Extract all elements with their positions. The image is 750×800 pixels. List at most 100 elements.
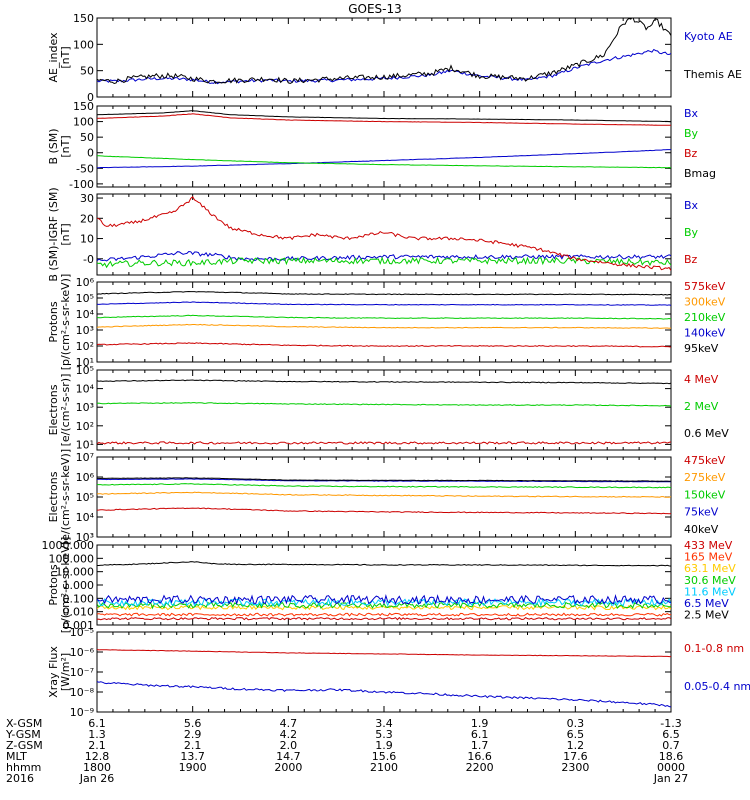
y-tick-label: 1.000 — [63, 579, 95, 592]
x-axis-value: 6.1 — [471, 728, 489, 741]
y-tick-label: 100.000 — [49, 552, 95, 565]
series-group — [97, 290, 671, 348]
series-line-ae-0 — [97, 48, 671, 85]
y-tick-label: 50 — [80, 131, 94, 144]
plot-title: GOES-13 — [348, 2, 402, 16]
y-tick-label: 50 — [80, 65, 94, 78]
legend-entry: 30.6 MeV — [684, 574, 736, 587]
series-line-xray-0 — [97, 649, 671, 658]
x-axis-value: 15.6 — [372, 750, 397, 763]
y-axis-label: Electrons[e/(cm²-s-sr)] — [47, 374, 72, 447]
x-axis-value: 1.3 — [88, 728, 106, 741]
legend-entry: 40keV — [684, 523, 719, 536]
x-axis-value: 17.6 — [563, 750, 588, 763]
series-line-protons1-2 — [97, 314, 671, 320]
x-axis-row-label: Z-GSM — [6, 739, 43, 752]
legend-entry: 433 MeV — [684, 539, 733, 552]
x-axis-value: -1.3 — [660, 717, 681, 730]
panel-bsm: -100 -50 0 50 100 150 B (SM)[nT] Bx By Bz Bmag — [47, 100, 716, 191]
y-tick-label: 10³ — [76, 324, 94, 337]
x-axis-value: 2100 — [370, 761, 398, 774]
legend-entry: 6.5 MeV — [684, 597, 729, 610]
y-axis-label: B (SM)[nT] — [47, 128, 72, 164]
legend-entry: Themis AE — [683, 68, 742, 81]
x-axis-row-label: MLT — [6, 750, 27, 763]
x-axis-value: 1900 — [179, 761, 207, 774]
y-tick-label: 10⁵ — [76, 364, 94, 377]
y-axis-label: Protons[p/(cm²-s-sr-keV)] — [47, 537, 72, 634]
x-axis-value: 4.7 — [280, 717, 298, 730]
series-line-electrons2-4 — [97, 477, 671, 482]
legend-entry: Bx — [684, 107, 699, 120]
legend-entry: Bz — [684, 253, 698, 266]
y-tick-label: 10⁴ — [76, 383, 95, 396]
y-tick-label: 10⁵ — [76, 292, 94, 305]
series-line-electrons2-0 — [97, 507, 671, 515]
series-line-protons1-0 — [97, 342, 671, 348]
y-axis-label: AE_index[nT] — [47, 32, 72, 83]
legend-entry: 165 MeV — [684, 551, 733, 564]
legend-entry: 300keV — [684, 296, 726, 309]
y-tick-label: 0 — [87, 147, 94, 160]
x-axis-value: Jan 26 — [79, 772, 114, 785]
legend-entry: By — [684, 127, 699, 140]
x-axis-value: 3.4 — [375, 717, 393, 730]
x-axis-value: 6.1 — [88, 717, 106, 730]
y-tick-label: 10³ — [76, 401, 94, 414]
panel-xray: 10⁻⁹ 10⁻⁸ 10⁻⁷ 10⁻⁶ 10⁻⁵ Xray Flux[W/m²] 0.1-0… — [47, 626, 750, 719]
panel-electrons2: 10³ 10⁴ 10⁵ 10⁶ 10⁷ Electrons[e/(cm²-s-sr-keV… — [47, 449, 726, 545]
series-line-protons2-4 — [97, 597, 671, 608]
x-axis-value: 5.3 — [375, 728, 393, 741]
x-axis-value: 0.3 — [567, 717, 585, 730]
series-line-bsm-0 — [97, 149, 671, 169]
y-tick-label: 10⁻⁷ — [70, 666, 94, 679]
series-group — [97, 561, 671, 621]
x-axis-value: 18.6 — [659, 750, 684, 763]
series-group — [97, 18, 671, 85]
x-axis-value: 2.1 — [184, 739, 202, 752]
x-axis-row-label: 2016 — [6, 772, 34, 785]
panel-frame — [96, 17, 672, 98]
y-tick-label: 10⁷ — [76, 451, 94, 464]
y-tick-label: 10⁵ — [76, 491, 94, 504]
legend-entry: Bz — [684, 147, 698, 160]
y-tick-label: 1000.000 — [42, 539, 95, 552]
y-tick-label: 10 — [80, 233, 94, 246]
legend-entry: 275keV — [684, 471, 726, 484]
series-line-bigrf-0 — [97, 250, 671, 262]
x-axis-value: 1.9 — [471, 717, 489, 730]
y-tick-label: 10⁴ — [76, 511, 95, 524]
series-group — [97, 477, 671, 515]
series-group — [97, 110, 671, 169]
y-tick-label: 0.001 — [63, 619, 95, 632]
y-tick-label: 100 — [73, 116, 94, 129]
panel-protons2: 0.0010.0100.1001.00010.000100.0001000.00… — [42, 537, 737, 634]
y-tick-label: 10⁻⁸ — [70, 686, 95, 699]
legend-entry: 95keV — [684, 342, 719, 355]
series-line-electrons2-3 — [97, 478, 671, 483]
series-line-protons1-3 — [97, 301, 671, 306]
series-line-electrons2-1 — [97, 491, 671, 498]
legend-entry: 0.1-0.8 nm — [684, 642, 744, 655]
y-tick-label: -100 — [69, 178, 94, 191]
legend-entry: Bmag — [684, 167, 716, 180]
series-line-ae-1 — [97, 18, 671, 85]
legend-entry: 475keV — [684, 454, 726, 467]
panel-protons1: 10¹ 10² 10³ 10⁴ 10⁵ 10⁶ Protons[p/(cm²-s-sr-ke… — [47, 274, 726, 371]
series-group — [97, 379, 671, 445]
legend-entry: 4 MeV — [684, 373, 719, 386]
x-axis-value: 1.9 — [375, 739, 393, 752]
legend-entry: Kyoto AE — [684, 30, 733, 43]
series-line-bsm-2 — [97, 113, 671, 126]
y-tick-label: 10⁻⁵ — [70, 626, 94, 639]
y-tick-label: 20 — [80, 212, 94, 225]
y-tick-label: 10⁶ — [76, 471, 95, 484]
series-group — [97, 196, 671, 271]
legend-entry: 0.05-0.4 nm — [684, 680, 750, 693]
y-tick-label: 30 — [80, 192, 94, 205]
x-axis-value: 1.2 — [567, 739, 585, 752]
series-line-protons2-5 — [97, 593, 671, 606]
